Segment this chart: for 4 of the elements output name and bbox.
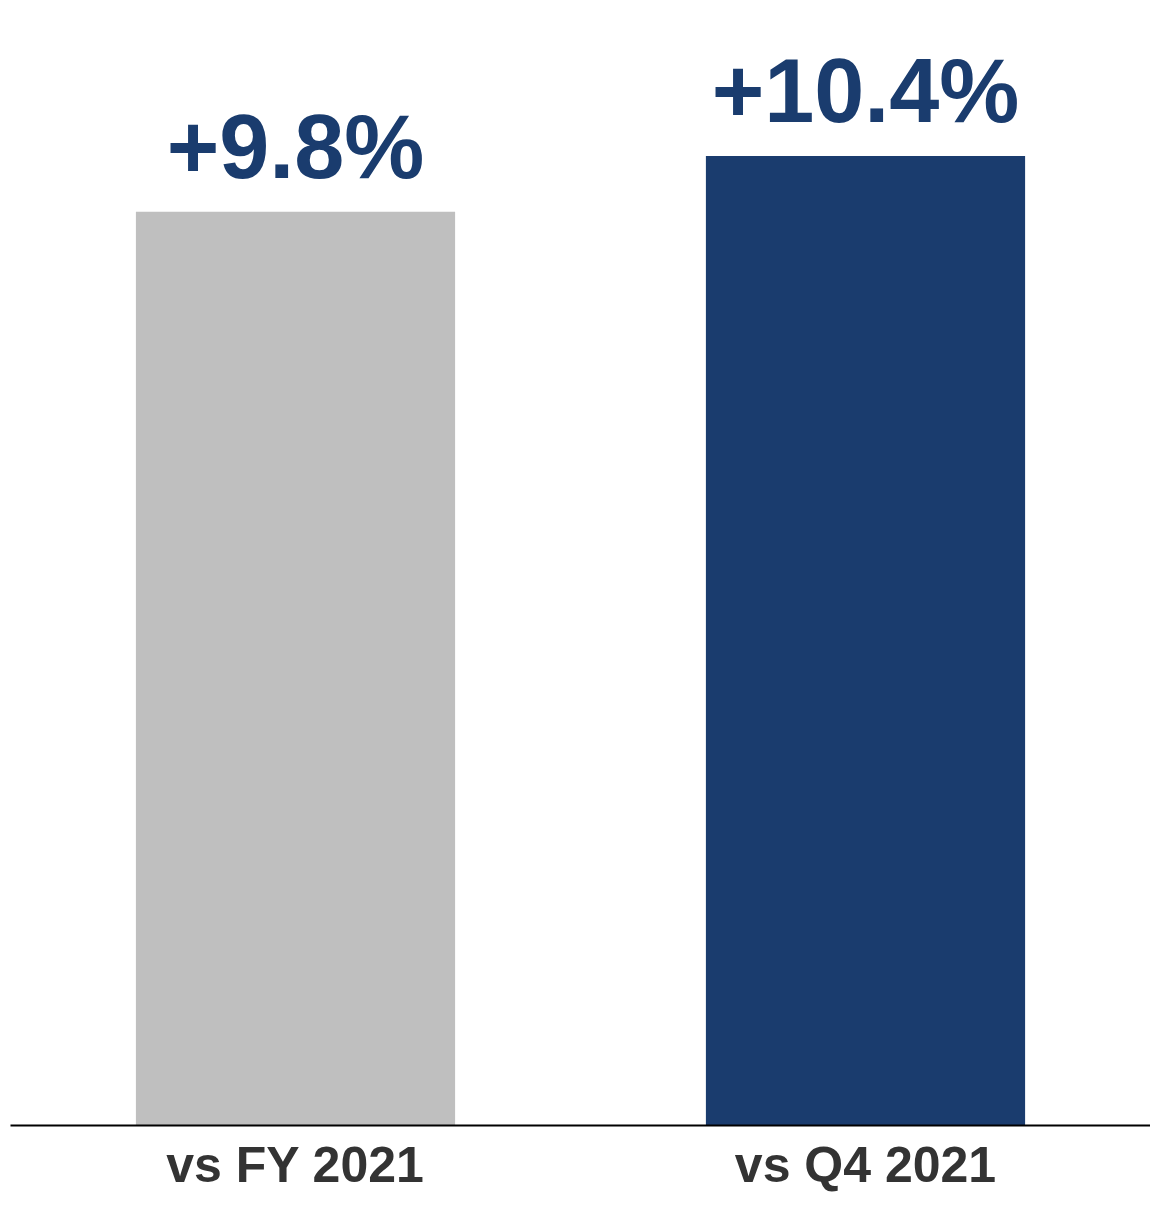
data-label: +10.4% [711, 40, 1020, 141]
x-tick-label: vs FY 2021 [166, 1136, 424, 1193]
data-label: +9.8% [166, 96, 425, 197]
x-tick-label: vs Q4 2021 [734, 1136, 997, 1193]
